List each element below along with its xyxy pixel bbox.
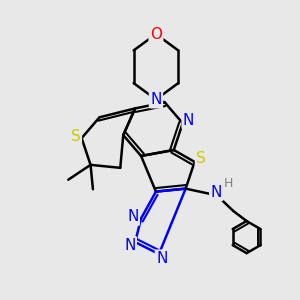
Text: S: S xyxy=(196,152,206,166)
Text: H: H xyxy=(224,177,233,190)
Text: N: N xyxy=(150,92,162,107)
Text: N: N xyxy=(124,238,136,253)
Text: S: S xyxy=(71,129,81,144)
Text: N: N xyxy=(211,185,222,200)
Text: N: N xyxy=(183,113,194,128)
Text: N: N xyxy=(156,251,168,266)
Text: O: O xyxy=(150,27,162,42)
Text: N: N xyxy=(127,209,138,224)
